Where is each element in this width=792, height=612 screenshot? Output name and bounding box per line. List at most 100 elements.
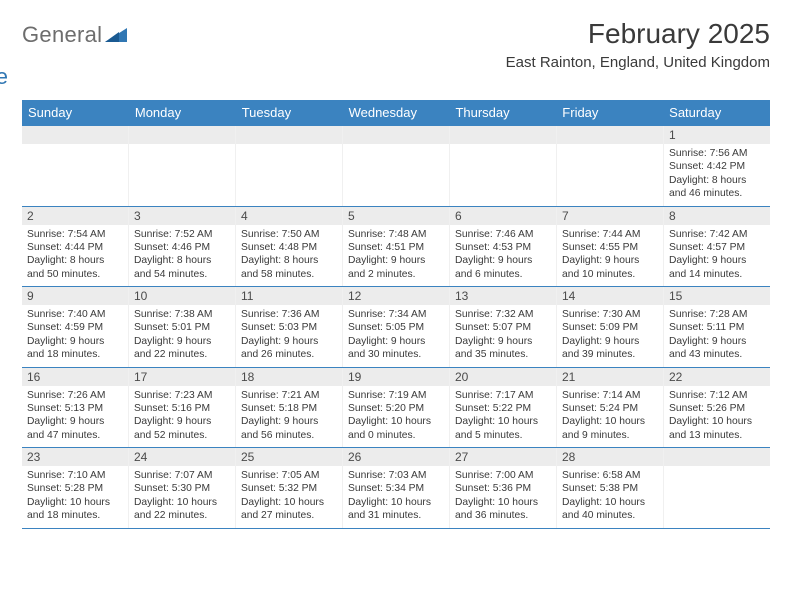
sunset-text: Sunset: 4:48 PM <box>241 241 337 254</box>
day-info: Sunrise: 7:19 AMSunset: 5:20 PMDaylight:… <box>343 386 449 448</box>
daylight-text: Daylight: 8 hours and 50 minutes. <box>27 254 123 281</box>
day-number: 6 <box>450 207 556 225</box>
day-cell: 16Sunrise: 7:26 AMSunset: 5:13 PMDayligh… <box>22 368 129 448</box>
daylight-text: Daylight: 9 hours and 14 minutes. <box>669 254 765 281</box>
sunset-text: Sunset: 5:18 PM <box>241 402 337 415</box>
day-info: Sunrise: 7:50 AMSunset: 4:48 PMDaylight:… <box>236 225 342 287</box>
weekday-header: Wednesday <box>343 100 450 125</box>
sunset-text: Sunset: 4:44 PM <box>27 241 123 254</box>
day-cell: 4Sunrise: 7:50 AMSunset: 4:48 PMDaylight… <box>236 207 343 287</box>
sunset-text: Sunset: 4:46 PM <box>134 241 230 254</box>
sunrise-text: Sunrise: 7:32 AM <box>455 308 551 321</box>
day-cell: 10Sunrise: 7:38 AMSunset: 5:01 PMDayligh… <box>129 287 236 367</box>
daylight-text: Daylight: 10 hours and 5 minutes. <box>455 415 551 442</box>
day-cell: 27Sunrise: 7:00 AMSunset: 5:36 PMDayligh… <box>450 448 557 528</box>
day-number <box>557 126 663 144</box>
day-info-empty <box>129 144 235 196</box>
sunrise-text: Sunrise: 7:19 AM <box>348 389 444 402</box>
daylight-text: Daylight: 9 hours and 56 minutes. <box>241 415 337 442</box>
day-cell: 5Sunrise: 7:48 AMSunset: 4:51 PMDaylight… <box>343 207 450 287</box>
daylight-text: Daylight: 9 hours and 10 minutes. <box>562 254 658 281</box>
day-cell <box>664 448 770 528</box>
day-cell: 18Sunrise: 7:21 AMSunset: 5:18 PMDayligh… <box>236 368 343 448</box>
day-info: Sunrise: 7:00 AMSunset: 5:36 PMDaylight:… <box>450 466 556 528</box>
daylight-text: Daylight: 10 hours and 13 minutes. <box>669 415 765 442</box>
day-number: 14 <box>557 287 663 305</box>
brand-logo: General Blue <box>22 18 127 88</box>
day-cell: 19Sunrise: 7:19 AMSunset: 5:20 PMDayligh… <box>343 368 450 448</box>
daylight-text: Daylight: 9 hours and 18 minutes. <box>27 335 123 362</box>
day-info: Sunrise: 7:28 AMSunset: 5:11 PMDaylight:… <box>664 305 770 367</box>
day-number: 2 <box>22 207 128 225</box>
sunrise-text: Sunrise: 7:05 AM <box>241 469 337 482</box>
sunrise-text: Sunrise: 7:21 AM <box>241 389 337 402</box>
sunset-text: Sunset: 5:05 PM <box>348 321 444 334</box>
sunrise-text: Sunrise: 7:56 AM <box>669 147 765 160</box>
month-title: February 2025 <box>506 18 770 50</box>
sunrise-text: Sunrise: 7:40 AM <box>27 308 123 321</box>
day-info-empty <box>664 466 770 518</box>
day-cell: 3 Sunrise: 7:52 AMSunset: 4:46 PMDaylight… <box>129 207 236 287</box>
sunset-text: Sunset: 5:22 PM <box>455 402 551 415</box>
sunrise-text: Sunrise: 7:00 AM <box>455 469 551 482</box>
sunset-text: Sunset: 4:57 PM <box>669 241 765 254</box>
day-cell: 21Sunrise: 7:14 AMSunset: 5:24 PMDayligh… <box>557 368 664 448</box>
day-cell: 25Sunrise: 7:05 AMSunset: 5:32 PMDayligh… <box>236 448 343 528</box>
sunrise-text: Sunrise: 7:38 AM <box>134 308 230 321</box>
day-info: Sunrise: 7:48 AMSunset: 4:51 PMDaylight:… <box>343 225 449 287</box>
sunrise-text: Sunrise: 7:52 AM <box>134 228 230 241</box>
day-number: 10 <box>129 287 235 305</box>
day-cell: 9Sunrise: 7:40 AMSunset: 4:59 PMDaylight… <box>22 287 129 367</box>
daylight-text: Daylight: 9 hours and 47 minutes. <box>27 415 123 442</box>
sunrise-text: Sunrise: 6:58 AM <box>562 469 658 482</box>
day-info-empty <box>450 144 556 196</box>
sunrise-text: Sunrise: 7:54 AM <box>27 228 123 241</box>
day-cell: 14Sunrise: 7:30 AMSunset: 5:09 PMDayligh… <box>557 287 664 367</box>
daylight-text: Daylight: 9 hours and 35 minutes. <box>455 335 551 362</box>
daylight-text: Daylight: 9 hours and 52 minutes. <box>134 415 230 442</box>
daylight-text: Daylight: 8 hours and 54 minutes. <box>134 254 230 281</box>
day-number <box>450 126 556 144</box>
sunset-text: Sunset: 5:24 PM <box>562 402 658 415</box>
sunset-text: Sunset: 5:03 PM <box>241 321 337 334</box>
day-cell: 17Sunrise: 7:23 AMSunset: 5:16 PMDayligh… <box>129 368 236 448</box>
day-info: Sunrise: 7:32 AMSunset: 5:07 PMDaylight:… <box>450 305 556 367</box>
day-number <box>236 126 342 144</box>
daylight-text: Daylight: 10 hours and 27 minutes. <box>241 496 337 523</box>
week-row: 2Sunrise: 7:54 AMSunset: 4:44 PMDaylight… <box>22 206 770 287</box>
sunrise-text: Sunrise: 7:14 AM <box>562 389 658 402</box>
day-number: 17 <box>129 368 235 386</box>
sunrise-text: Sunrise: 7:17 AM <box>455 389 551 402</box>
day-number: 3 <box>129 207 235 225</box>
day-number: 26 <box>343 448 449 466</box>
sunset-text: Sunset: 5:16 PM <box>134 402 230 415</box>
day-info: Sunrise: 7:56 AMSunset: 4:42 PMDaylight:… <box>664 144 770 206</box>
logo-word-general: General <box>22 24 102 46</box>
day-number: 5 <box>343 207 449 225</box>
day-info: Sunrise: 7:03 AMSunset: 5:34 PMDaylight:… <box>343 466 449 528</box>
day-cell <box>557 126 664 206</box>
weeks-container: 1Sunrise: 7:56 AMSunset: 4:42 PMDaylight… <box>22 125 770 529</box>
day-info: Sunrise: 7:21 AMSunset: 5:18 PMDaylight:… <box>236 386 342 448</box>
sunset-text: Sunset: 4:59 PM <box>27 321 123 334</box>
sunset-text: Sunset: 5:34 PM <box>348 482 444 495</box>
sunrise-text: Sunrise: 7:42 AM <box>669 228 765 241</box>
day-info: Sunrise: 7:17 AMSunset: 5:22 PMDaylight:… <box>450 386 556 448</box>
day-info: Sunrise: 7:10 AMSunset: 5:28 PMDaylight:… <box>22 466 128 528</box>
week-row: 9Sunrise: 7:40 AMSunset: 4:59 PMDaylight… <box>22 286 770 367</box>
daylight-text: Daylight: 10 hours and 9 minutes. <box>562 415 658 442</box>
sunset-text: Sunset: 5:36 PM <box>455 482 551 495</box>
day-number <box>129 126 235 144</box>
day-cell <box>236 126 343 206</box>
day-info: Sunrise: 7:44 AMSunset: 4:55 PMDaylight:… <box>557 225 663 287</box>
sunrise-text: Sunrise: 7:28 AM <box>669 308 765 321</box>
day-info: Sunrise: 6:58 AMSunset: 5:38 PMDaylight:… <box>557 466 663 528</box>
day-cell <box>450 126 557 206</box>
day-number: 23 <box>22 448 128 466</box>
day-number: 1 <box>664 126 770 144</box>
daylight-text: Daylight: 9 hours and 39 minutes. <box>562 335 658 362</box>
day-number <box>343 126 449 144</box>
day-info: Sunrise: 7:07 AMSunset: 5:30 PMDaylight:… <box>129 466 235 528</box>
day-number: 19 <box>343 368 449 386</box>
day-cell: 1Sunrise: 7:56 AMSunset: 4:42 PMDaylight… <box>664 126 770 206</box>
